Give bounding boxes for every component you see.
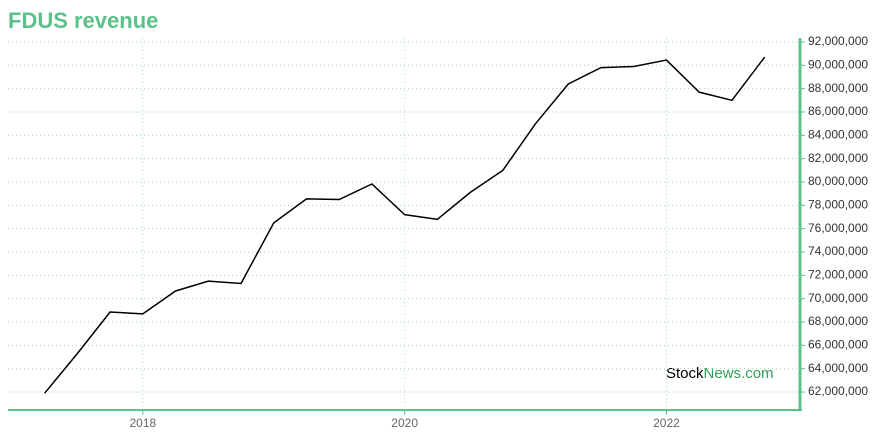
y-tick-label: 82,000,000 [808,151,868,165]
y-tick-label: 80,000,000 [808,174,868,188]
y-tick-label: 90,000,000 [808,57,868,71]
x-tick-label: 2018 [129,416,156,430]
watermark: StockNews.com [666,365,774,382]
watermark-suffix: News.com [704,365,774,382]
y-tick-label: 88,000,000 [808,81,868,95]
revenue-line [44,56,766,394]
y-tick-label: 76,000,000 [808,221,868,235]
x-tick-label: 2020 [391,416,418,430]
y-tick-label: 64,000,000 [808,361,868,375]
y-tick-label: 86,000,000 [808,104,868,118]
y-tick-label: 92,000,000 [808,34,868,48]
x-tick-label: 2022 [653,416,680,430]
y-tick-label: 84,000,000 [808,127,868,141]
chart-title: FDUS revenue [8,8,158,33]
y-tick-label: 68,000,000 [808,314,868,328]
y-tick-label: 74,000,000 [808,244,868,258]
watermark-brand: Stock [666,365,704,382]
y-tick-label: 62,000,000 [808,384,868,398]
y-tick-label: 70,000,000 [808,291,868,305]
y-tick-label: 78,000,000 [808,198,868,212]
y-tick-label: 66,000,000 [808,338,868,352]
y-tick-label: 72,000,000 [808,268,868,282]
